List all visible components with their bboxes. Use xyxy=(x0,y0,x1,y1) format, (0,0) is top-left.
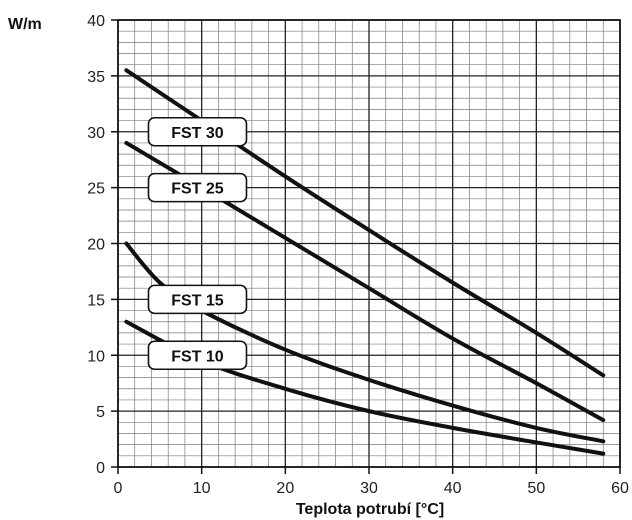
x-axis-label: Teplota potrubí [°C] xyxy=(296,501,444,518)
y-tick-label: 15 xyxy=(87,292,105,309)
y-tick-label: 5 xyxy=(96,404,105,421)
y-tick-label: 35 xyxy=(87,69,105,86)
x-tick-label: 30 xyxy=(360,480,378,497)
y-tick-labels: 0 5 10 15 20 25 30 35 40 xyxy=(87,13,118,477)
y-axis-label: W/m xyxy=(8,16,42,33)
series-label-box xyxy=(147,172,248,203)
y-tick-label: 30 xyxy=(87,125,105,142)
x-tick-label: 50 xyxy=(527,480,545,497)
x-tick-label: 0 xyxy=(114,480,123,497)
series-label-box xyxy=(147,116,248,147)
series-label: FST 30 xyxy=(171,125,224,142)
series-label: FST 10 xyxy=(171,348,224,365)
y-tick-label: 0 xyxy=(96,460,105,477)
y-tick-label: 20 xyxy=(87,237,105,254)
series-label: FST 25 xyxy=(171,181,224,198)
x-tick-label: 20 xyxy=(276,480,294,497)
x-tick-label: 40 xyxy=(444,480,462,497)
series-labels: FST 30 FST 25 FST 15 FST 10 xyxy=(147,116,248,371)
series-label: FST 15 xyxy=(171,292,224,309)
y-tick-label: 10 xyxy=(87,348,105,365)
x-tick-label: 10 xyxy=(193,480,211,497)
series-line-fst-30 xyxy=(124,68,606,378)
x-tick-labels: 0 10 20 30 40 50 60 xyxy=(114,467,629,497)
y-tick-label: 25 xyxy=(87,181,105,198)
series-label-box xyxy=(147,284,248,315)
x-tick-label: 60 xyxy=(611,480,629,497)
y-tick-label: 40 xyxy=(87,13,105,30)
series-label-box xyxy=(147,340,248,371)
